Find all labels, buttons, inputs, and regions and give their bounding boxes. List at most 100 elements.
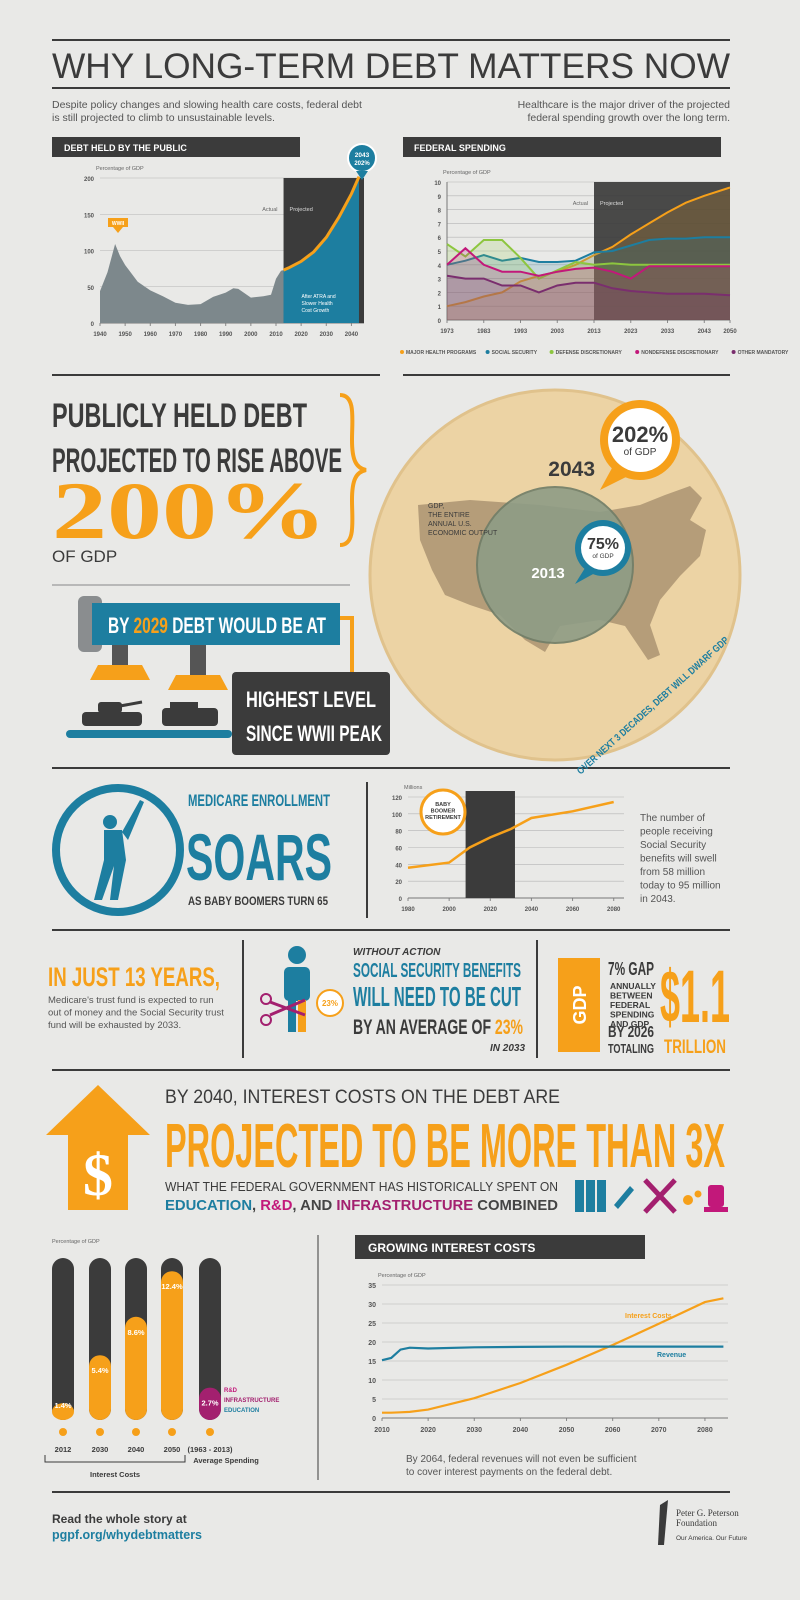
y-tick-label: 25 xyxy=(368,1321,376,1328)
dot xyxy=(132,1428,140,1436)
y-tick-label: 100 xyxy=(84,250,95,256)
y-tick-label: 2 xyxy=(438,291,442,297)
line xyxy=(446,274,731,297)
x-tick-label: 2040 xyxy=(513,1427,529,1434)
group-label: Interest Costs xyxy=(90,1470,140,1479)
logo xyxy=(658,1500,668,1545)
icon xyxy=(103,815,117,829)
line xyxy=(381,1345,724,1362)
body-text: fund will be exhausted by 2033. xyxy=(48,1020,181,1031)
headline: IN JUST 13 YEARS, xyxy=(48,962,220,992)
icon xyxy=(586,1180,595,1212)
text-part: COMBINED xyxy=(473,1197,558,1214)
icon xyxy=(683,1195,693,1205)
x-tick-label: 2012 xyxy=(55,1445,72,1454)
pipe xyxy=(340,616,354,680)
chart-title: FEDERAL SPENDING xyxy=(414,143,506,153)
dot xyxy=(96,1428,104,1436)
area xyxy=(447,248,730,320)
icon xyxy=(708,1185,724,1207)
callout-value: 202% xyxy=(612,422,668,447)
icon xyxy=(614,1186,634,1209)
legend-label: R&D xyxy=(224,1388,238,1394)
y-tick-label: 15 xyxy=(368,1359,376,1366)
gap-text: AND GDP xyxy=(610,1019,650,1029)
press xyxy=(168,675,228,690)
legend-label: DEFENSE DISCRETIONARY xyxy=(556,350,623,356)
headline: AS BABY BOOMERS TURN 65 xyxy=(188,894,328,908)
line xyxy=(446,186,731,308)
y-tick-label: 0 xyxy=(438,319,442,325)
headline: MEDICARE ENROLLMENT xyxy=(188,791,330,810)
x-tick-label: 1973 xyxy=(440,329,454,335)
legend-swatch xyxy=(485,350,490,354)
badge xyxy=(316,989,344,1017)
y-tick-label: 80 xyxy=(395,830,402,836)
callout-inner xyxy=(581,526,625,570)
x-tick-label: 2040 xyxy=(525,907,539,913)
axis-title: Percentage of GDP xyxy=(52,1239,100,1245)
dot xyxy=(59,1428,67,1436)
y-tick-label: 30 xyxy=(368,1302,376,1309)
scissors xyxy=(269,998,306,1017)
x-tick-label: 1980 xyxy=(401,907,415,913)
line xyxy=(407,800,614,869)
gdp-box xyxy=(558,958,600,1052)
y-tick-label: 100 xyxy=(392,813,403,819)
level-box xyxy=(232,672,390,755)
bracket xyxy=(44,1455,186,1463)
axis-title: Percentage of GDP xyxy=(378,1273,426,1279)
x-tick-label: (1963 - 2013) xyxy=(187,1445,233,1454)
value-label: 2.7% xyxy=(201,1399,218,1408)
kicker: IN 2033 xyxy=(490,1043,525,1054)
side-note: in 2043. xyxy=(640,894,676,905)
map-note: THE ENTIRE xyxy=(428,512,470,519)
chart-note: to cover interest payments on the federa… xyxy=(406,1467,612,1478)
x-tick-label: 2050 xyxy=(723,329,737,335)
headline: SOCIAL SECURITY BENEFITS xyxy=(353,960,521,982)
icon-ring xyxy=(52,784,184,916)
series-label: Interest Costs xyxy=(625,1313,672,1320)
icon xyxy=(298,1000,306,1032)
x-tick-label: 2020 xyxy=(484,907,498,913)
y-tick-label: 10 xyxy=(434,181,441,187)
value-label: 5.4% xyxy=(91,1366,108,1375)
x-tick-label: 2010 xyxy=(374,1427,390,1434)
x-tick-label: 1940 xyxy=(93,332,107,338)
headline: BY 2040, INTEREST COSTS ON THE DEBT ARE xyxy=(165,1087,560,1108)
text-part: BY xyxy=(108,613,134,638)
side-note: Social Security xyxy=(640,840,706,851)
text-part: 2029 xyxy=(134,613,168,638)
callout-label: of GDP xyxy=(592,553,613,560)
x-tick-label: 2070 xyxy=(651,1427,667,1434)
level-text: SINCE WWII PEAK xyxy=(246,721,382,746)
header-bar xyxy=(355,1235,645,1259)
headline: EDUCATION, R&D, AND INFRASTRUCTURE COMBI… xyxy=(165,1197,558,1214)
arrow-icon xyxy=(46,1085,150,1210)
legend-label: EDUCATION xyxy=(224,1408,259,1414)
area xyxy=(283,176,359,323)
tank-gun xyxy=(119,700,143,708)
area xyxy=(100,244,284,323)
year-label: 2043 xyxy=(548,458,595,481)
legend-label: INFRASTRUCTURE xyxy=(224,1398,279,1404)
icon xyxy=(597,1180,606,1212)
y-tick-label: 4 xyxy=(438,264,442,270)
annotation: Slower Health xyxy=(302,301,333,307)
box-label: GDP xyxy=(570,985,590,1024)
headline: OF GDP xyxy=(52,547,117,566)
press-shaft xyxy=(190,645,206,675)
y-tick-label: 20 xyxy=(395,880,402,886)
x-tick-label: 2020 xyxy=(420,1427,436,1434)
y-tick-label: 200 xyxy=(84,177,95,183)
text-part: , AND xyxy=(292,1197,336,1214)
text-part: R&D xyxy=(260,1197,292,1214)
header-bar xyxy=(52,137,300,157)
axis-title: Percentage of GDP xyxy=(443,170,491,176)
header-bar xyxy=(403,137,721,157)
text-part: 23% xyxy=(495,1016,523,1039)
intro: Healthcare is the major driver of the pr… xyxy=(518,99,731,111)
x-tick-label: 2030 xyxy=(92,1445,109,1454)
annotation: Actual xyxy=(573,201,588,207)
